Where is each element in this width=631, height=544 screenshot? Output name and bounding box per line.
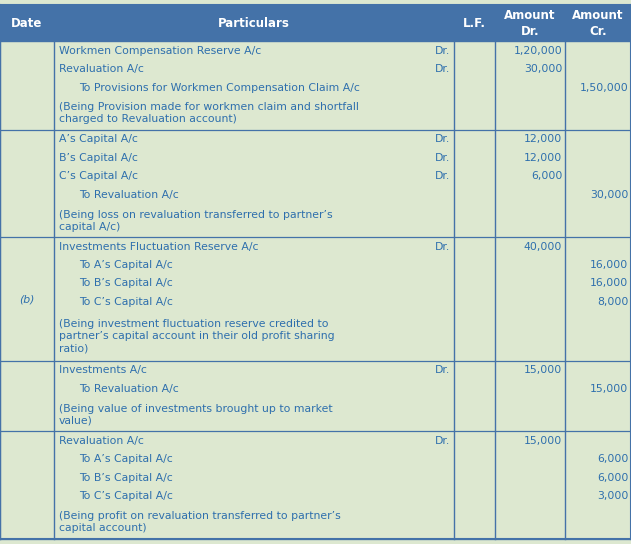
Text: Investments A/c: Investments A/c bbox=[59, 366, 146, 375]
Text: (Being investment fluctuation reserve credited to
partner’s capital account in t: (Being investment fluctuation reserve cr… bbox=[59, 319, 334, 353]
Text: 16,000: 16,000 bbox=[590, 279, 628, 288]
Text: 6,000: 6,000 bbox=[597, 473, 628, 483]
Text: Revaluation A/c: Revaluation A/c bbox=[59, 64, 144, 74]
Text: 1,50,000: 1,50,000 bbox=[580, 83, 628, 92]
Text: (Being loss on revaluation transferred to partner’s
capital A/c): (Being loss on revaluation transferred t… bbox=[59, 209, 333, 232]
Text: Dr.: Dr. bbox=[435, 64, 451, 74]
Bar bbox=[0, 5, 631, 41]
Text: (Being value of investments brought up to market
value): (Being value of investments brought up t… bbox=[59, 404, 333, 426]
Text: 6,000: 6,000 bbox=[531, 171, 562, 181]
Text: 8,000: 8,000 bbox=[597, 297, 628, 307]
Text: 40,000: 40,000 bbox=[524, 242, 562, 251]
Text: To C’s Capital A/c: To C’s Capital A/c bbox=[79, 297, 173, 307]
Text: 1,20,000: 1,20,000 bbox=[514, 46, 562, 55]
Text: To Provisions for Workmen Compensation Claim A/c: To Provisions for Workmen Compensation C… bbox=[79, 83, 360, 92]
Text: To Revaluation A/c: To Revaluation A/c bbox=[79, 190, 179, 200]
Text: B’s Capital A/c: B’s Capital A/c bbox=[59, 153, 138, 163]
Text: 30,000: 30,000 bbox=[590, 190, 628, 200]
Text: To B’s Capital A/c: To B’s Capital A/c bbox=[79, 473, 173, 483]
Text: C’s Capital A/c: C’s Capital A/c bbox=[59, 171, 138, 181]
Text: To A’s Capital A/c: To A’s Capital A/c bbox=[79, 454, 173, 464]
Text: A’s Capital A/c: A’s Capital A/c bbox=[59, 134, 138, 144]
Text: To B’s Capital A/c: To B’s Capital A/c bbox=[79, 279, 173, 288]
Text: Investments Fluctuation Reserve A/c: Investments Fluctuation Reserve A/c bbox=[59, 242, 258, 251]
Text: Dr.: Dr. bbox=[435, 436, 451, 446]
Text: (b): (b) bbox=[19, 294, 35, 304]
Text: 12,000: 12,000 bbox=[524, 134, 562, 144]
Text: To A’s Capital A/c: To A’s Capital A/c bbox=[79, 260, 173, 270]
Text: Dr.: Dr. bbox=[435, 46, 451, 55]
Text: (Being profit on revaluation transferred to partner’s
capital account): (Being profit on revaluation transferred… bbox=[59, 511, 341, 533]
Text: 30,000: 30,000 bbox=[524, 64, 562, 74]
Text: 15,000: 15,000 bbox=[524, 366, 562, 375]
Text: 15,000: 15,000 bbox=[590, 384, 628, 394]
Text: L.F.: L.F. bbox=[463, 17, 487, 30]
Text: Amount
Cr.: Amount Cr. bbox=[572, 9, 623, 38]
Text: To C’s Capital A/c: To C’s Capital A/c bbox=[79, 491, 173, 501]
Text: 3,000: 3,000 bbox=[597, 491, 628, 501]
Text: Dr.: Dr. bbox=[435, 134, 451, 144]
Text: 6,000: 6,000 bbox=[597, 454, 628, 464]
Text: Amount
Dr.: Amount Dr. bbox=[504, 9, 556, 38]
Text: Workmen Compensation Reserve A/c: Workmen Compensation Reserve A/c bbox=[59, 46, 261, 55]
Text: Date: Date bbox=[11, 17, 42, 30]
Text: Revaluation A/c: Revaluation A/c bbox=[59, 436, 144, 446]
Text: 12,000: 12,000 bbox=[524, 153, 562, 163]
Text: 15,000: 15,000 bbox=[524, 436, 562, 446]
Text: (Being Provision made for workmen claim and shortfall
charged to Revaluation acc: (Being Provision made for workmen claim … bbox=[59, 102, 358, 125]
Text: Dr.: Dr. bbox=[435, 153, 451, 163]
Text: To Revaluation A/c: To Revaluation A/c bbox=[79, 384, 179, 394]
Text: Dr.: Dr. bbox=[435, 366, 451, 375]
Text: Dr.: Dr. bbox=[435, 242, 451, 251]
Text: Dr.: Dr. bbox=[435, 171, 451, 181]
Text: 16,000: 16,000 bbox=[590, 260, 628, 270]
Text: Particulars: Particulars bbox=[218, 17, 290, 30]
